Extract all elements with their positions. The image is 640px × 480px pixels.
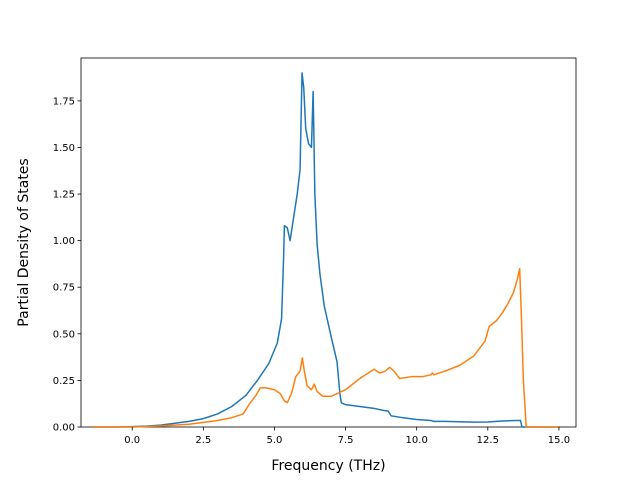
- x-axis-label: Frequency (THz): [271, 458, 385, 474]
- x-tick-label: 0.0: [124, 435, 140, 446]
- y-axis-ticks: 0.00 0.25 0.50 0.75 1.00 1.25 1.50 1.75: [53, 96, 81, 434]
- x-tick-label: 15.0: [548, 435, 570, 446]
- y-tick-label: 0.50: [53, 329, 75, 340]
- x-tick-label: 5.0: [266, 435, 282, 446]
- x-axis-ticks: 0.0 2.5 5.0 7.5 10.0 12.5 15.0: [124, 427, 570, 446]
- y-tick-label: 1.50: [53, 143, 75, 154]
- plot-frame: [80, 57, 577, 428]
- y-tick-label: 1.75: [53, 96, 75, 107]
- y-tick-label: 0.25: [53, 376, 75, 387]
- y-axis-label: Partial Density of States: [16, 158, 32, 326]
- series-line-1: [92, 72, 559, 428]
- y-tick-label: 0.75: [53, 283, 75, 294]
- y-tick-label: 0.00: [53, 423, 75, 434]
- x-tick-label: 10.0: [406, 435, 428, 446]
- y-tick-label: 1.25: [53, 190, 75, 201]
- x-tick-label: 2.5: [195, 435, 211, 446]
- series-layer: [92, 72, 559, 428]
- series-line-2: [92, 267, 559, 428]
- x-tick-label: 12.5: [477, 435, 499, 446]
- y-tick-label: 1.00: [53, 236, 75, 247]
- plot-area: [80, 57, 577, 428]
- x-tick-label: 7.5: [338, 435, 354, 446]
